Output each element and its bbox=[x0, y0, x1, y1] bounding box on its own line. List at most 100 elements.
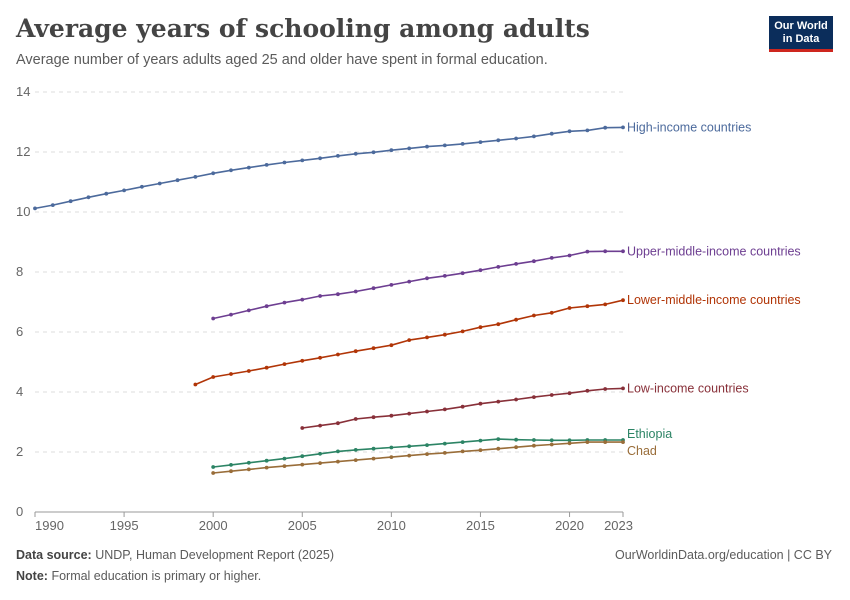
data-point bbox=[442, 143, 447, 148]
data-point bbox=[407, 453, 412, 458]
x-tick-label: 2023 bbox=[604, 518, 633, 533]
data-point bbox=[300, 158, 305, 163]
y-tick-label: 4 bbox=[16, 384, 23, 399]
data-point bbox=[621, 440, 625, 444]
data-point bbox=[407, 338, 412, 342]
data-point bbox=[603, 249, 608, 254]
data-point bbox=[318, 461, 322, 465]
data-point bbox=[371, 446, 376, 451]
series-line bbox=[213, 441, 623, 474]
note-text: Formal education is primary or higher. bbox=[51, 569, 262, 583]
data-point bbox=[478, 401, 483, 406]
series-label: Chad bbox=[627, 444, 657, 458]
data-point bbox=[532, 438, 536, 442]
data-point bbox=[478, 448, 483, 453]
data-point bbox=[567, 441, 572, 446]
data-point bbox=[514, 397, 518, 402]
source-url[interactable]: OurWorldinData.org/education | CC BY bbox=[614, 548, 832, 562]
data-point bbox=[211, 375, 216, 379]
x-tick-label: 2010 bbox=[377, 518, 406, 533]
data-point bbox=[229, 312, 233, 317]
data-point bbox=[603, 440, 608, 444]
chart-note: Note: Formal education is primary or hig… bbox=[16, 569, 261, 583]
data-point bbox=[460, 449, 465, 454]
data-point bbox=[318, 355, 322, 360]
x-tick-label: 1990 bbox=[35, 518, 64, 533]
data-point bbox=[549, 442, 554, 447]
data-point bbox=[264, 304, 269, 309]
data-point bbox=[246, 460, 251, 465]
y-tick-label: 0 bbox=[16, 504, 23, 519]
data-point bbox=[211, 316, 216, 321]
data-point bbox=[389, 148, 394, 153]
data-point bbox=[300, 297, 305, 302]
data-point bbox=[246, 308, 251, 313]
data-point bbox=[407, 146, 412, 151]
data-point bbox=[371, 456, 376, 461]
data-point bbox=[282, 300, 287, 305]
data-point bbox=[425, 144, 429, 149]
data-point bbox=[193, 175, 198, 179]
data-point bbox=[371, 286, 376, 291]
data-point bbox=[157, 181, 162, 186]
data-source: Data source: UNDP, Human Development Rep… bbox=[16, 548, 334, 562]
series-label: Lower-middle-income countries bbox=[627, 293, 801, 307]
data-point bbox=[514, 262, 518, 266]
logo-line-2: in Data bbox=[782, 33, 820, 45]
data-point bbox=[282, 362, 287, 366]
data-point bbox=[140, 184, 144, 189]
x-tick-label: 2015 bbox=[466, 518, 495, 533]
data-point bbox=[211, 171, 216, 176]
data-point bbox=[460, 440, 465, 444]
data-point bbox=[229, 463, 233, 467]
data-point bbox=[425, 443, 429, 447]
data-point bbox=[353, 349, 358, 354]
data-point bbox=[353, 151, 358, 156]
data-point bbox=[407, 411, 412, 416]
owid-logo[interactable]: Our World in Data bbox=[769, 16, 833, 52]
data-point bbox=[353, 417, 358, 421]
series-line bbox=[34, 126, 624, 210]
data-point bbox=[549, 131, 554, 136]
data-point bbox=[442, 451, 447, 455]
series-label: Ethiopia bbox=[627, 427, 672, 441]
y-tick-label: 8 bbox=[16, 264, 23, 279]
data-point bbox=[621, 386, 625, 391]
data-point bbox=[389, 343, 394, 348]
data-point bbox=[264, 163, 269, 167]
data-point bbox=[585, 128, 590, 133]
data-point bbox=[567, 306, 572, 310]
data-point bbox=[585, 304, 590, 309]
y-tick-label: 14 bbox=[16, 84, 30, 99]
series-label: High-income countries bbox=[627, 120, 751, 134]
data-point bbox=[246, 369, 251, 373]
data-point bbox=[371, 150, 376, 155]
data-point bbox=[549, 310, 554, 315]
data-point bbox=[585, 249, 590, 254]
data-point bbox=[549, 393, 554, 397]
data-point bbox=[336, 154, 340, 158]
data-point bbox=[371, 346, 376, 351]
data-point bbox=[603, 125, 608, 130]
data-point bbox=[389, 445, 394, 450]
data-point bbox=[246, 165, 251, 170]
data-point bbox=[300, 426, 305, 430]
data-point bbox=[282, 160, 287, 165]
data-point bbox=[514, 317, 518, 322]
data-point bbox=[50, 203, 55, 208]
data-point bbox=[371, 415, 376, 420]
y-tick-label: 10 bbox=[16, 204, 30, 219]
data-point bbox=[585, 440, 590, 444]
data-point bbox=[318, 451, 322, 456]
data-point bbox=[300, 454, 305, 459]
series-line bbox=[213, 438, 623, 468]
data-point bbox=[567, 253, 572, 258]
data-point bbox=[211, 471, 216, 475]
data-point bbox=[549, 256, 554, 260]
data-point bbox=[585, 388, 590, 393]
data-point bbox=[407, 444, 412, 449]
data-point bbox=[567, 438, 572, 443]
data-point bbox=[33, 206, 37, 211]
data-point bbox=[621, 125, 625, 130]
source-text[interactable]: UNDP, Human Development Report (2025) bbox=[95, 548, 334, 562]
